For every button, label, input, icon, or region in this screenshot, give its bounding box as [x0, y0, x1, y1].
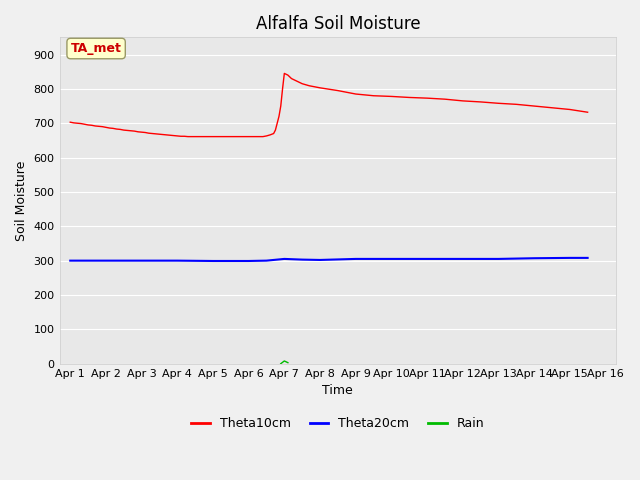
Line: Rain: Rain	[281, 361, 288, 364]
Theta20cm	[531, 255, 538, 261]
Theta20cm	[298, 257, 306, 263]
Theta10cm	[184, 134, 192, 140]
Theta20cm	[280, 256, 288, 262]
Theta20cm	[102, 258, 110, 264]
Line: Theta10cm: Theta10cm	[70, 73, 588, 137]
Theta10cm	[352, 91, 360, 97]
Theta20cm	[316, 257, 324, 263]
Theta20cm	[262, 258, 270, 264]
Theta20cm	[495, 256, 502, 262]
Theta10cm	[584, 109, 591, 115]
Title: Alfalfa Soil Moisture: Alfalfa Soil Moisture	[255, 15, 420, 33]
Y-axis label: Soil Moisture: Soil Moisture	[15, 160, 28, 240]
Theta10cm	[548, 105, 556, 111]
Theta20cm	[138, 258, 145, 264]
Theta10cm	[109, 125, 117, 131]
Text: TA_met: TA_met	[70, 42, 122, 55]
Theta20cm	[584, 255, 591, 261]
Theta20cm	[388, 256, 396, 262]
Rain	[284, 360, 292, 366]
Theta20cm	[209, 258, 217, 264]
Theta20cm	[566, 255, 573, 261]
Theta10cm	[280, 71, 288, 76]
X-axis label: Time: Time	[323, 384, 353, 397]
Theta20cm	[173, 258, 181, 264]
Theta20cm	[245, 258, 253, 264]
Theta20cm	[352, 256, 360, 262]
Theta10cm	[388, 94, 396, 99]
Theta10cm	[163, 132, 170, 138]
Theta20cm	[67, 258, 74, 264]
Line: Theta20cm: Theta20cm	[70, 258, 588, 261]
Legend: Theta10cm, Theta20cm, Rain: Theta10cm, Theta20cm, Rain	[186, 412, 490, 435]
Theta10cm	[278, 86, 286, 92]
Theta10cm	[67, 120, 74, 125]
Theta20cm	[423, 256, 431, 262]
Theta20cm	[459, 256, 467, 262]
Rain	[277, 361, 285, 367]
Rain	[280, 358, 288, 364]
